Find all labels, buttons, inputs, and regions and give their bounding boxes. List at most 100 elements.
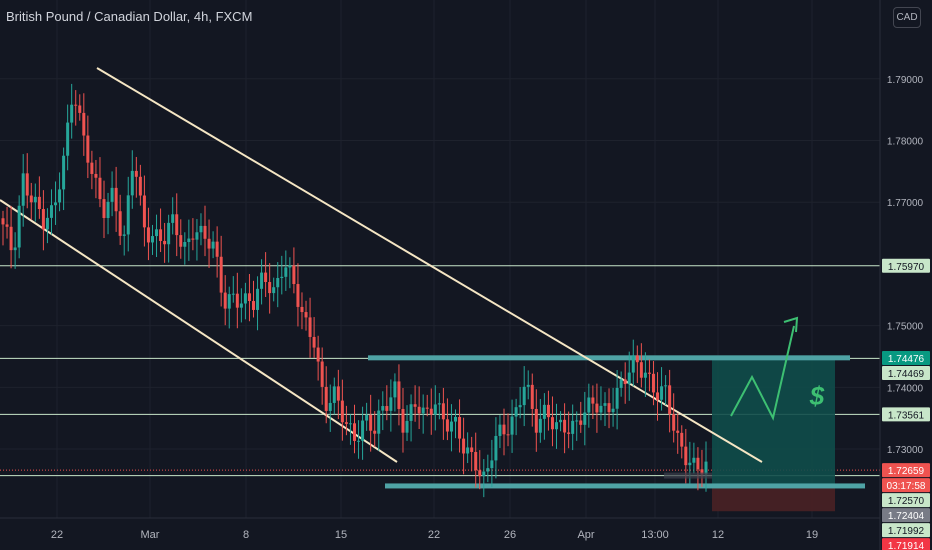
candle (146, 207, 150, 261)
candle (656, 372, 660, 421)
candle (534, 389, 538, 452)
candle (37, 176, 41, 219)
candle (256, 276, 260, 331)
candle (393, 373, 397, 412)
candle (405, 405, 409, 441)
candle-body (664, 385, 668, 387)
candle-body (29, 195, 33, 203)
candle (381, 391, 385, 431)
price-label-stop: 1.71914 (882, 538, 930, 550)
candle (680, 425, 684, 459)
candle-body (78, 105, 82, 113)
candle (243, 282, 247, 320)
candle (272, 277, 276, 302)
candle-body (90, 162, 94, 174)
candle-body (272, 287, 276, 294)
candle-body (179, 235, 183, 247)
candle (490, 439, 494, 487)
candle-body (680, 432, 684, 447)
candle-body (599, 405, 603, 413)
candle-body (478, 470, 482, 477)
candle (643, 352, 647, 397)
candle-body (336, 386, 340, 401)
candle-body (445, 419, 449, 432)
candle (304, 300, 308, 331)
channel-lower-line (0, 199, 398, 463)
candle (429, 388, 433, 435)
candle (664, 375, 668, 406)
price-label-bg (882, 258, 930, 273)
candle-body (482, 471, 486, 477)
y-tick-label: 1.78000 (887, 137, 924, 148)
price-label-text: 1.74476 (888, 354, 925, 365)
candle (441, 387, 445, 440)
price-label-bg (882, 478, 930, 493)
candle (316, 335, 320, 381)
candle-body (167, 222, 171, 245)
candle (280, 255, 284, 295)
price-label-level: 1.72570 (882, 493, 930, 508)
candle (336, 369, 340, 420)
candle-body (348, 423, 352, 425)
currency-button[interactable]: CAD (893, 7, 921, 28)
price-label-text: 1.73561 (888, 410, 925, 421)
candle (348, 414, 352, 445)
candle-body (155, 229, 159, 237)
candle (288, 257, 292, 289)
candle (389, 379, 393, 432)
candle-body (429, 408, 433, 415)
price-label-text: 1.71914 (888, 541, 925, 550)
candle (142, 175, 146, 247)
candle-body (256, 288, 260, 310)
candle (478, 450, 482, 490)
candle (538, 398, 542, 443)
candle-body (142, 195, 146, 228)
candle-body (546, 404, 550, 418)
price-label-entry: 1.72404 (882, 508, 930, 522)
candle (559, 411, 563, 432)
candle-body (514, 407, 518, 417)
candle-body (542, 404, 546, 419)
candle (546, 390, 550, 431)
candle (660, 367, 664, 411)
candle (579, 401, 583, 433)
candle-body (45, 217, 49, 230)
candle-body (454, 416, 458, 422)
candle (324, 366, 328, 424)
candle (54, 181, 58, 225)
candle-body (292, 265, 296, 285)
candle (587, 383, 591, 428)
candle-body (575, 420, 579, 422)
candle (575, 411, 579, 441)
range-support-rail (385, 483, 865, 489)
candle-body (211, 241, 215, 249)
candle-body (320, 361, 324, 387)
candle-body (696, 457, 700, 470)
candle-body (231, 293, 235, 295)
price-labels: 1.75970 1.74476 1.74469 1.73561 1.72659 03:17… (882, 258, 930, 550)
candle (510, 399, 514, 453)
candle-body (235, 293, 239, 308)
candle-body (175, 214, 179, 236)
candle-body (389, 397, 393, 411)
candle (704, 441, 708, 492)
candle-body (437, 403, 441, 405)
candle-body (288, 265, 292, 268)
candle-body (635, 355, 639, 363)
candle-body (639, 362, 643, 378)
candle-body (583, 412, 587, 425)
y-tick-label: 1.73000 (887, 445, 924, 456)
candle (599, 386, 603, 421)
candle (284, 250, 288, 291)
candle (1, 210, 5, 246)
candle (668, 369, 672, 433)
candle-body (171, 214, 175, 223)
candle-body (110, 187, 114, 202)
candles (1, 83, 708, 498)
price-label-countdown: 03:17:58 (882, 478, 930, 493)
price-label-text: 1.72659 (888, 466, 925, 477)
candle-body (284, 267, 288, 277)
candle (413, 385, 417, 422)
candle (397, 364, 401, 426)
